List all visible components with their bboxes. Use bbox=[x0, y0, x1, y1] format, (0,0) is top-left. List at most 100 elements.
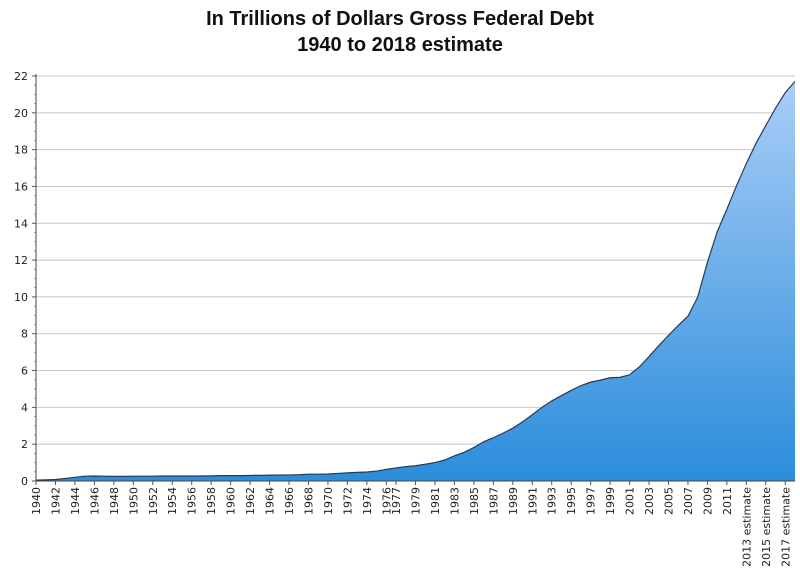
data-point-1970 bbox=[327, 473, 328, 474]
data-point-1985 bbox=[473, 447, 474, 448]
data-point-1973 bbox=[357, 472, 358, 473]
data-point-1969 bbox=[318, 474, 319, 475]
data-point-1975 bbox=[376, 470, 377, 471]
x-tick-label-1960: 1960 bbox=[225, 487, 238, 515]
data-point-1974 bbox=[366, 471, 367, 472]
x-tick-label-1966: 1966 bbox=[283, 487, 296, 515]
data-point-1994 bbox=[561, 395, 562, 396]
y-tick-label-18: 18 bbox=[14, 144, 28, 157]
data-point-1995 bbox=[571, 390, 572, 391]
x-tick-label-1976: 1976 bbox=[380, 487, 393, 515]
x-tick-label-2001: 2001 bbox=[624, 487, 637, 515]
data-point-1988 bbox=[502, 433, 503, 434]
data-point-1955 bbox=[181, 475, 182, 476]
data-point-2018-estimate bbox=[794, 81, 795, 82]
x-tick-label-1972: 1972 bbox=[341, 487, 354, 515]
x-tick-label-2003: 2003 bbox=[643, 487, 656, 515]
x-tick-label-1958: 1958 bbox=[205, 487, 218, 515]
data-point-1966 bbox=[288, 474, 289, 475]
data-point-1950 bbox=[133, 476, 134, 477]
x-tick-label-1983: 1983 bbox=[448, 487, 461, 515]
data-point-1984 bbox=[464, 452, 465, 453]
data-point-1958 bbox=[211, 475, 212, 476]
y-tick-label-14: 14 bbox=[14, 217, 28, 230]
y-tick-label-12: 12 bbox=[14, 254, 28, 267]
data-point-1957 bbox=[201, 475, 202, 476]
y-tick-label-2: 2 bbox=[21, 438, 28, 451]
data-point-1986 bbox=[483, 441, 484, 442]
data-point-2012 bbox=[736, 185, 737, 186]
data-point-1998 bbox=[600, 380, 601, 381]
data-point-2007 bbox=[687, 316, 688, 317]
x-tick-label-2007: 2007 bbox=[682, 487, 695, 515]
data-point-2001 bbox=[629, 374, 630, 375]
data-point-1980 bbox=[425, 464, 426, 465]
data-point-1963 bbox=[259, 475, 260, 476]
x-tick-label-1948: 1948 bbox=[108, 487, 121, 515]
y-tick-label-22: 22 bbox=[14, 70, 28, 83]
data-point-2013-estimate bbox=[746, 163, 747, 164]
y-tick-label-6: 6 bbox=[21, 365, 28, 378]
x-tick-label-1950: 1950 bbox=[127, 487, 140, 515]
data-point-1952 bbox=[152, 476, 153, 477]
x-tick-label-1993: 1993 bbox=[546, 487, 559, 515]
x-tick-label-1956: 1956 bbox=[186, 487, 199, 515]
data-point-1972 bbox=[347, 472, 348, 473]
data-point-2010 bbox=[717, 231, 718, 232]
data-point-2011 bbox=[726, 209, 727, 210]
y-tick-label-0: 0 bbox=[21, 475, 28, 488]
data-point-1993 bbox=[551, 400, 552, 401]
data-point-2003 bbox=[648, 356, 649, 357]
data-point-1987 bbox=[493, 437, 494, 438]
x-tick-label-2013-estimate: 2013 estimate bbox=[740, 487, 753, 567]
y-tick-label-8: 8 bbox=[21, 328, 28, 341]
x-tick-label-1940: 1940 bbox=[30, 487, 43, 515]
chart-title: In Trillions of Dollars Gross Federal De… bbox=[0, 6, 800, 58]
data-point-1983 bbox=[454, 455, 455, 456]
data-point-1946 bbox=[94, 475, 95, 476]
x-tick-label-1977: 1977 bbox=[390, 487, 403, 515]
x-tick-label-1968: 1968 bbox=[302, 487, 315, 515]
y-tick-label-16: 16 bbox=[14, 180, 28, 193]
data-point-1996 bbox=[580, 385, 581, 386]
x-tick-label-1989: 1989 bbox=[507, 487, 520, 515]
data-point-1979 bbox=[415, 465, 416, 466]
data-point-1968 bbox=[308, 474, 309, 475]
data-point-1942 bbox=[55, 479, 56, 480]
data-point-1948 bbox=[113, 476, 114, 477]
data-point-1965 bbox=[279, 475, 280, 476]
data-point-1967 bbox=[298, 474, 299, 475]
data-point-1977 bbox=[395, 467, 396, 468]
x-tick-label-1991: 1991 bbox=[526, 487, 539, 515]
data-point-1978 bbox=[405, 466, 406, 467]
data-point-1954 bbox=[172, 475, 173, 476]
x-tick-label-1981: 1981 bbox=[429, 487, 442, 515]
chart-title-line-2: 1940 to 2018 estimate bbox=[297, 34, 503, 56]
x-tick-label-1974: 1974 bbox=[361, 487, 374, 515]
data-point-1964 bbox=[269, 475, 270, 476]
debt-area-outline bbox=[35, 81, 796, 481]
data-point-1945 bbox=[84, 476, 85, 477]
x-tick-label-1970: 1970 bbox=[322, 487, 335, 515]
x-tick-label-1944: 1944 bbox=[69, 487, 82, 515]
data-point-2009 bbox=[707, 262, 708, 263]
x-tick-label-1995: 1995 bbox=[565, 487, 578, 515]
x-tick-label-1942: 1942 bbox=[49, 487, 62, 515]
chart-title-line-1: In Trillions of Dollars Gross Federal De… bbox=[206, 8, 594, 30]
data-point-1951 bbox=[142, 476, 143, 477]
data-point-1999 bbox=[610, 377, 611, 378]
x-tick-label-1952: 1952 bbox=[147, 487, 160, 515]
data-point-2006 bbox=[678, 325, 679, 326]
data-point-1976 bbox=[386, 469, 387, 470]
x-tick-label-2017-estimate: 2017 estimate bbox=[779, 487, 792, 567]
data-point-1953 bbox=[162, 475, 163, 476]
data-point-2008 bbox=[697, 296, 698, 297]
data-point-1991 bbox=[532, 414, 533, 415]
data-point-2000 bbox=[619, 377, 620, 378]
data-point-1989 bbox=[512, 428, 513, 429]
data-point-2017-estimate bbox=[785, 92, 786, 93]
data-point-1982 bbox=[444, 459, 445, 460]
data-point-1959 bbox=[220, 475, 221, 476]
x-tick-label-1987: 1987 bbox=[487, 487, 500, 515]
